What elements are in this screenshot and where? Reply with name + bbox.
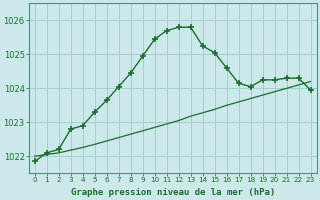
X-axis label: Graphe pression niveau de la mer (hPa): Graphe pression niveau de la mer (hPa) bbox=[70, 188, 275, 197]
